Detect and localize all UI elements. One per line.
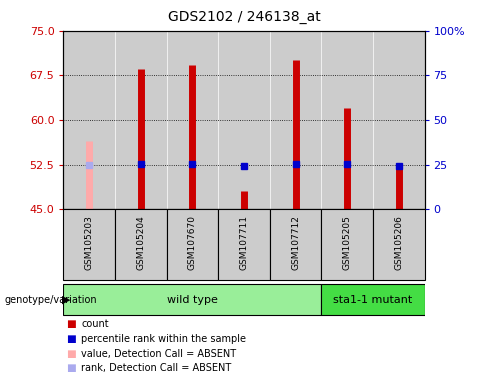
Text: wild type: wild type: [167, 295, 218, 305]
Text: GSM105203: GSM105203: [85, 215, 94, 270]
Text: ▶: ▶: [62, 295, 70, 305]
Bar: [322, 31, 373, 209]
Bar: [218, 209, 270, 280]
Bar: [63, 31, 115, 209]
Text: GSM105204: GSM105204: [136, 215, 145, 270]
Bar: [373, 209, 425, 280]
Text: GDS2102 / 246138_at: GDS2102 / 246138_at: [167, 10, 321, 23]
Bar: [63, 284, 322, 315]
Text: genotype/variation: genotype/variation: [5, 295, 98, 305]
Text: ■: ■: [66, 363, 76, 373]
Bar: [373, 31, 425, 209]
Bar: [166, 31, 218, 209]
Text: count: count: [81, 319, 109, 329]
Text: percentile rank within the sample: percentile rank within the sample: [81, 334, 246, 344]
Text: GSM105205: GSM105205: [343, 215, 352, 270]
Text: ■: ■: [66, 349, 76, 359]
Text: value, Detection Call = ABSENT: value, Detection Call = ABSENT: [81, 349, 237, 359]
Bar: [115, 31, 166, 209]
Bar: [270, 209, 322, 280]
Bar: [322, 209, 373, 280]
Text: GSM107712: GSM107712: [291, 215, 300, 270]
Text: ■: ■: [66, 334, 76, 344]
Text: GSM107670: GSM107670: [188, 215, 197, 270]
Text: ■: ■: [66, 319, 76, 329]
Bar: [218, 31, 270, 209]
Text: GSM107711: GSM107711: [240, 215, 248, 270]
Bar: [63, 209, 115, 280]
Text: GSM105206: GSM105206: [394, 215, 403, 270]
Bar: [270, 31, 322, 209]
Bar: [166, 209, 218, 280]
Text: sta1-1 mutant: sta1-1 mutant: [333, 295, 412, 305]
Text: rank, Detection Call = ABSENT: rank, Detection Call = ABSENT: [81, 363, 232, 373]
Bar: [322, 284, 425, 315]
Bar: [115, 209, 166, 280]
